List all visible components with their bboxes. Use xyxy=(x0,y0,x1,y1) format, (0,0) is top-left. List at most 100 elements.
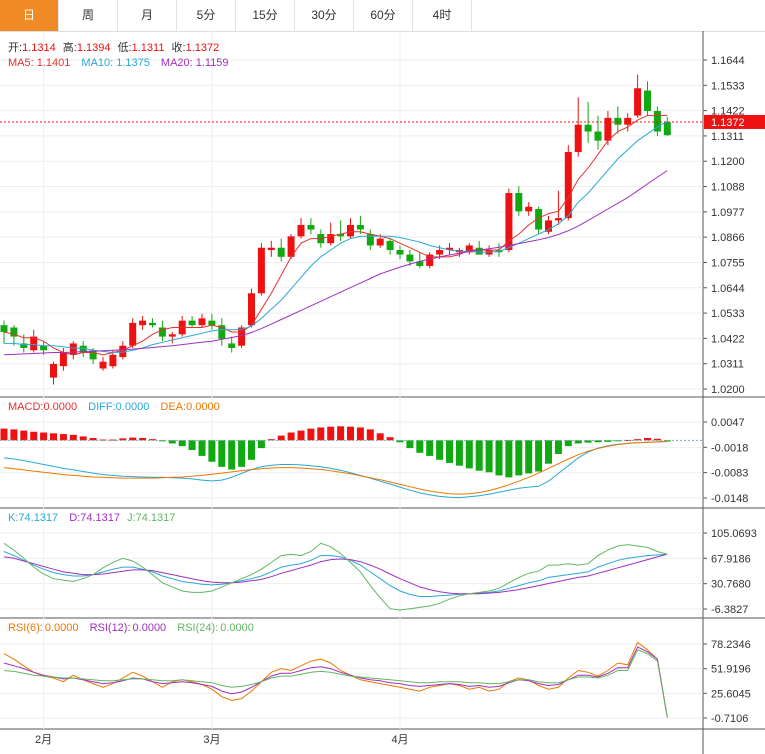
price-pane xyxy=(0,74,703,385)
candle-body xyxy=(366,234,374,246)
macd-bar xyxy=(238,440,246,467)
current-price-label: 1.1372 xyxy=(711,117,745,129)
y-axis-labels: 1.1644 1.1533 1.1422 1.1311 1.1200 1.1088 1.09… xyxy=(703,55,765,725)
candle-body xyxy=(139,320,147,326)
macd-bar xyxy=(20,430,28,441)
candle-body xyxy=(10,327,18,337)
x-axis-label: 3月 xyxy=(203,734,220,746)
candle-body xyxy=(356,224,364,230)
macd-bar xyxy=(465,440,473,469)
candle-body xyxy=(248,293,255,326)
macd-bar xyxy=(218,440,226,467)
timeframe-tabs: 日周月 5分 15分 30分 60分 4时 xyxy=(0,0,765,32)
macd-bar xyxy=(416,440,424,453)
macd-bar xyxy=(89,437,97,441)
macd-bar xyxy=(307,428,315,441)
rsi-tick-label: 25.6045 xyxy=(711,688,751,700)
macd-bar xyxy=(406,440,414,449)
candle-body xyxy=(515,193,523,212)
candle-body xyxy=(554,218,562,221)
macd-bar xyxy=(168,440,176,444)
macd-tick-label: -0.0083 xyxy=(711,468,748,480)
macd-bar xyxy=(574,440,582,444)
macd-bar xyxy=(139,437,147,441)
price-tick-label: 1.0200 xyxy=(711,384,745,396)
macd-bar xyxy=(347,426,354,441)
ma10-line xyxy=(4,120,668,354)
tab-6[interactable]: 30分 xyxy=(295,0,354,31)
macd-bar xyxy=(198,440,206,456)
candle-body xyxy=(386,240,394,251)
tab-8[interactable]: 4时 xyxy=(413,0,472,31)
macd-bar xyxy=(119,438,127,441)
ma-legend: MA5: 1.1401 MA10: 1.1375 MA20: 1.1159 xyxy=(8,57,229,69)
macd-bar xyxy=(79,436,87,441)
macd-bar xyxy=(386,437,394,441)
macd-bar xyxy=(554,440,562,454)
macd-bar xyxy=(525,440,533,474)
macd-bar xyxy=(604,440,612,442)
macd-tick-label: -0.0148 xyxy=(711,493,748,505)
tab-2[interactable]: 周 xyxy=(59,0,118,31)
price-tick-label: 1.0755 xyxy=(711,257,745,269)
candle-body xyxy=(188,320,196,326)
candle-body xyxy=(624,117,632,125)
macd-bar xyxy=(376,433,384,441)
macd-bar xyxy=(188,440,196,451)
price-tick-label: 1.1644 xyxy=(711,55,745,67)
tab-7[interactable]: 60分 xyxy=(354,0,413,31)
macd-bar xyxy=(366,429,374,441)
candle-body xyxy=(50,363,57,378)
candle-body xyxy=(238,327,246,346)
candle-body xyxy=(535,209,543,230)
candle-body xyxy=(347,224,354,237)
x-axis-labels: 2月 3月 4月 xyxy=(35,734,409,746)
candle-body xyxy=(30,336,38,351)
price-tick-label: 1.1422 xyxy=(711,106,745,118)
tab-1[interactable]: 日 xyxy=(0,0,59,31)
kdj-tick-label: 30.7680 xyxy=(711,579,751,591)
macd-bar xyxy=(594,440,602,443)
macd-bar xyxy=(663,440,671,442)
price-tick-label: 1.1200 xyxy=(711,156,745,168)
macd-bar xyxy=(10,429,18,441)
macd-bar xyxy=(267,439,275,441)
tab-5[interactable]: 15分 xyxy=(236,0,295,31)
ma20-line xyxy=(3,170,668,356)
candle-body xyxy=(663,122,671,136)
candle-body xyxy=(257,247,265,294)
candle-body xyxy=(584,124,592,132)
macd-bar xyxy=(426,440,434,456)
macd-bar xyxy=(564,440,572,447)
macd-bar xyxy=(396,440,404,443)
kdj-tick-label: 105.0693 xyxy=(711,528,757,540)
candle-body xyxy=(198,318,206,326)
candle-body xyxy=(505,193,513,251)
price-tick-label: 1.1088 xyxy=(711,182,745,194)
candle-body xyxy=(129,322,137,346)
macd-bar xyxy=(485,440,493,473)
macd-bar xyxy=(50,433,57,441)
macd-bar xyxy=(356,427,364,441)
macd-bar xyxy=(69,434,77,441)
j-line xyxy=(3,542,668,611)
macd-bar xyxy=(535,440,543,472)
price-tick-label: 1.0422 xyxy=(711,333,745,345)
candle-body xyxy=(287,236,295,257)
tab-4[interactable]: 5分 xyxy=(177,0,236,31)
tab-3[interactable]: 月 xyxy=(118,0,177,31)
candle-body xyxy=(99,361,107,369)
candle-body xyxy=(525,206,533,212)
candle-body xyxy=(168,334,176,337)
candle-body xyxy=(297,224,305,237)
macd-bar xyxy=(505,440,513,478)
macd-bar xyxy=(446,440,453,463)
candle-body xyxy=(634,88,642,116)
price-tick-label: 1.0644 xyxy=(711,283,745,295)
d-line xyxy=(3,553,668,595)
macd-bar xyxy=(337,426,345,441)
candle-body xyxy=(406,254,414,262)
candle-body xyxy=(396,250,404,255)
macd-bar xyxy=(653,438,661,441)
rsi-tick-label: 51.9196 xyxy=(711,664,751,676)
